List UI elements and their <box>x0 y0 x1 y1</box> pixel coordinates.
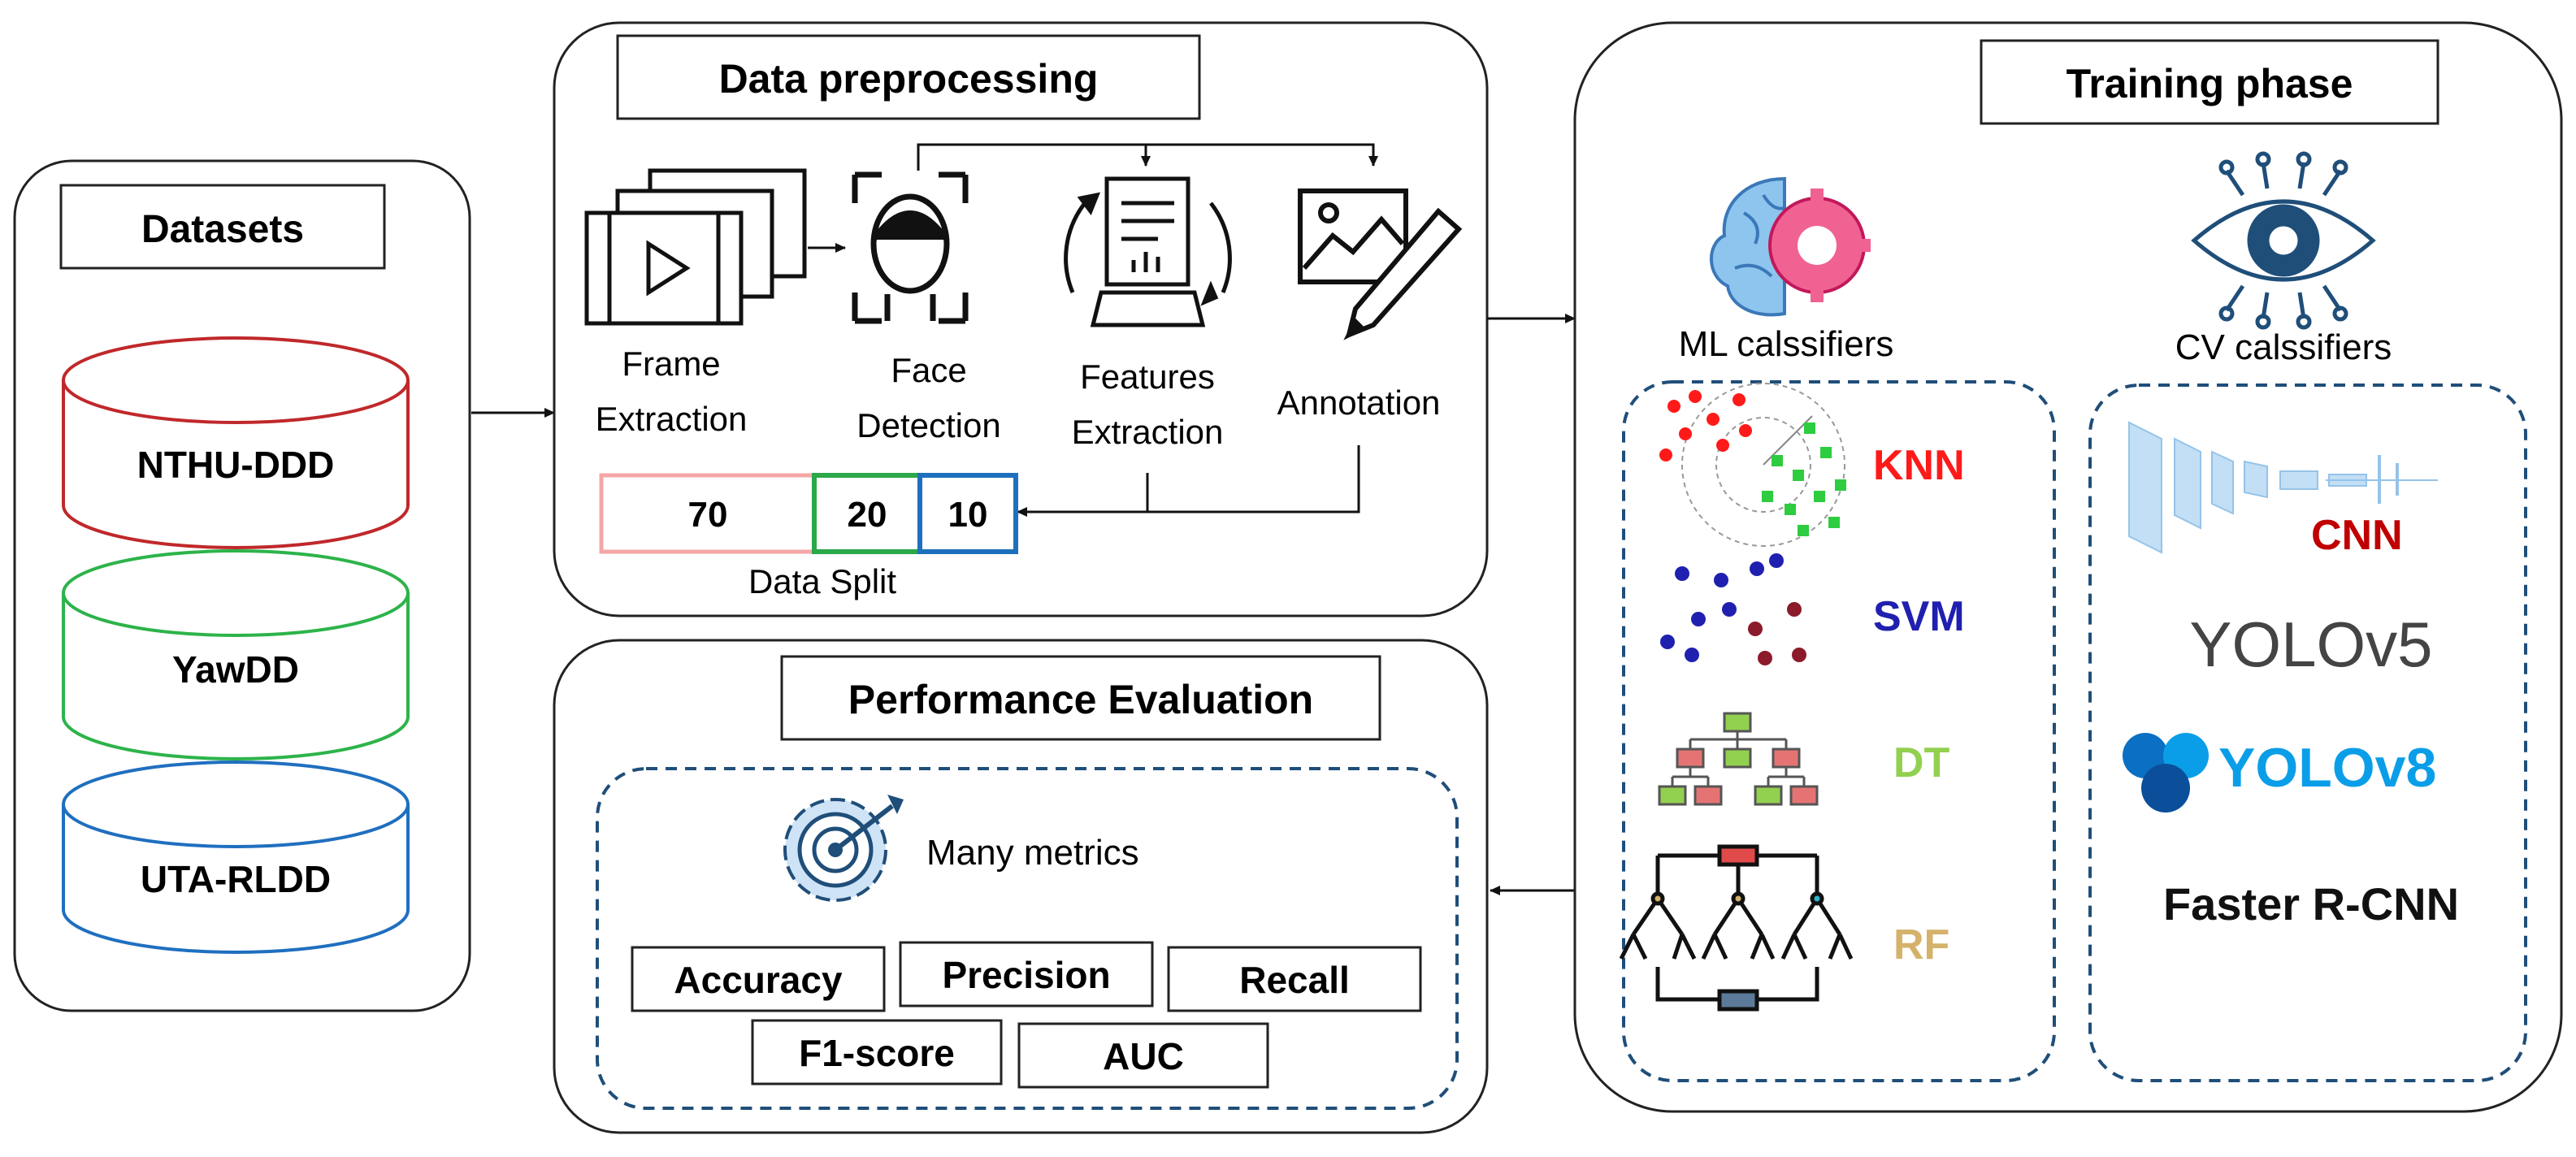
split-70-value: 70 <box>688 495 728 535</box>
dataset-cylinder-uta: UTA-RLDD <box>62 760 410 954</box>
metric-label: F1-score <box>799 1032 955 1074</box>
ml-item-svm: SVM <box>1873 593 1965 640</box>
datasets-title: Datasets <box>141 208 304 251</box>
step-features-line1: Features <box>1080 358 1215 396</box>
evaluation-dashed-group <box>596 767 1459 1110</box>
target-gear-icon <box>783 795 904 902</box>
eye-circuit-icon <box>2191 151 2376 330</box>
cv-label: CV calssifiers <box>2175 327 2392 367</box>
metric-f1: F1-score <box>751 1019 1003 1086</box>
random-forest-icon <box>1619 844 1854 1012</box>
step-face-line2: Detection <box>856 406 1000 444</box>
training-panel: Training phase ML calssifiers <box>1573 21 2563 1113</box>
film-frames-icon <box>584 168 807 326</box>
decision-tree-icon <box>1658 712 1819 806</box>
training-title: Training phase <box>2066 61 2353 106</box>
metric-recall: Recall <box>1167 946 1422 1012</box>
dataset-cylinder-nthu: NTHU-DDD <box>62 336 410 549</box>
step-annotation: Annotation <box>1277 384 1441 422</box>
knn-scatter-icon <box>1659 383 1846 547</box>
metric-accuracy: Accuracy <box>631 946 886 1012</box>
yolov8-logo-icon <box>2123 733 2209 812</box>
split-label: Data Split <box>748 562 896 600</box>
metric-auc: AUC <box>1017 1022 1269 1089</box>
cv-item-cnn: CNN <box>2311 512 2403 559</box>
cnn-layers-icon <box>2128 421 2438 554</box>
split-70-box <box>599 473 817 554</box>
brain-gear-icon <box>1710 176 1871 317</box>
svm-scatter-icon <box>1660 553 1806 665</box>
dataset-label: YawDD <box>172 648 299 691</box>
split-20-box <box>812 473 922 554</box>
ml-dashed-group <box>1622 380 2056 1082</box>
evaluation-panel: Performance Evaluation Many metrics Accu… <box>553 639 1489 1134</box>
step-features-line2: Extraction <box>1072 413 1224 451</box>
face-scan-icon <box>852 171 969 324</box>
metric-label: Recall <box>1239 959 1350 1001</box>
step-face-line1: Face <box>891 351 966 389</box>
metric-precision: Precision <box>899 941 1154 1008</box>
dataset-label: NTHU-DDD <box>137 444 335 486</box>
metric-label: Accuracy <box>674 959 843 1001</box>
datasets-panel: Datasets NTHU-DDD YawDD UTA-RLDD <box>13 159 471 1012</box>
dataset-label: UTA-RLDD <box>141 858 331 900</box>
training-title-box <box>1980 39 2439 125</box>
step-frame-line1: Frame <box>622 344 720 383</box>
preprocessing-title: Data preprocessing <box>719 56 1099 102</box>
metric-label: Precision <box>942 954 1110 996</box>
step-frame-line2: Extraction <box>596 400 748 438</box>
evaluation-subtitle: Many metrics <box>926 833 1139 873</box>
ml-label: ML calssifiers <box>1679 324 1894 364</box>
ml-item-knn: KNN <box>1873 442 1965 489</box>
ml-item-dt: DT <box>1893 739 1950 786</box>
cv-item-yolov5: YOLOv5 <box>2189 609 2432 680</box>
image-pencil-icon <box>1298 188 1463 340</box>
metric-label: AUC <box>1103 1035 1184 1077</box>
split-10-value: 10 <box>948 495 988 535</box>
evaluation-title: Performance Evaluation <box>848 677 1313 722</box>
ml-item-rf: RF <box>1893 921 1949 968</box>
evaluation-title-box <box>780 655 1381 741</box>
preprocessing-title-box <box>616 34 1201 120</box>
split-20-value: 20 <box>848 495 887 535</box>
cv-item-yolov8: YOLOv8 <box>2218 737 2436 799</box>
arrow-to-split <box>1017 445 1360 517</box>
split-10-box <box>917 473 1018 554</box>
data-split: 70 20 10 Data Split <box>599 473 1018 600</box>
cv-dashed-group <box>2088 384 2527 1082</box>
cv-item-faster-rcnn: Faster R-CNN <box>2163 878 2459 930</box>
dataset-cylinder-yawdd: YawDD <box>62 549 410 760</box>
feature-gear-icon <box>1064 176 1232 327</box>
datasets-title-box <box>59 184 386 270</box>
preprocessing-panel: Data preprocessing <box>553 21 1489 618</box>
